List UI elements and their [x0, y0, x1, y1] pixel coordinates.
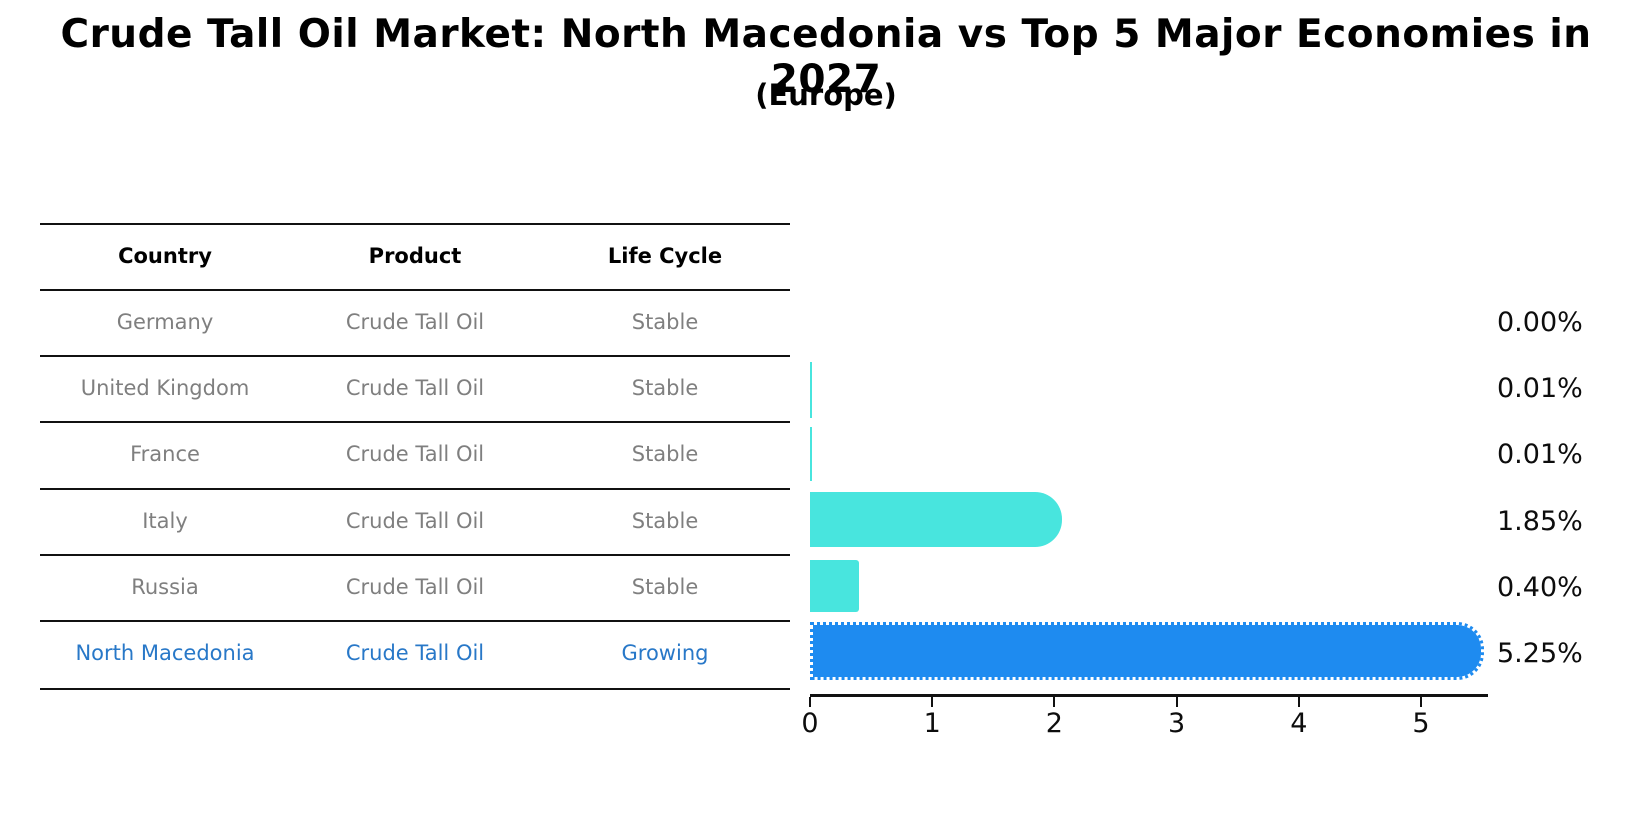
table-row-united-kingdom: United Kingdom Crude Tall Oil Stable [40, 355, 790, 421]
value-label-united-kingdom: 0.01% [1497, 372, 1583, 404]
tick-label: 4 [1290, 708, 1308, 739]
bar-north-macedonia [810, 622, 1484, 680]
tick-mark [931, 697, 934, 707]
value-label-germany: 0.00% [1497, 306, 1583, 338]
country-cell: Russia [131, 575, 199, 599]
life-cycle-cell: Growing [621, 641, 709, 665]
table-divider [40, 223, 790, 225]
bar-italy [810, 492, 1063, 547]
value-label-france: 0.01% [1497, 438, 1583, 470]
column-header-country: Country [118, 244, 212, 268]
column-header-life-cycle: Life Cycle [607, 244, 723, 268]
page-title: Crude Tall Oil Market: North Macedonia v… [60, 12, 1592, 102]
product-cell: Crude Tall Oil [345, 310, 485, 334]
life-cycle-cell: Stable [631, 310, 699, 334]
country-cell: Italy [142, 509, 188, 533]
bar-france [810, 427, 812, 481]
x-axis-ticks: 0 1 2 3 4 5 [801, 694, 1488, 754]
life-cycle-cell: Stable [631, 442, 699, 466]
life-cycle-cell: Stable [631, 509, 699, 533]
table-divider [40, 421, 790, 423]
tick-mark [1297, 697, 1300, 707]
table-row-russia: Russia Crude Tall Oil Stable [40, 554, 790, 620]
product-cell: Crude Tall Oil [345, 509, 485, 533]
country-cell: Germany [116, 310, 214, 334]
tick-label: 0 [801, 708, 819, 739]
product-cell: Crude Tall Oil [345, 442, 485, 466]
life-cycle-cell: Stable [631, 575, 699, 599]
bar-russia [810, 560, 859, 612]
tick-mark [1053, 697, 1056, 707]
table-divider [40, 355, 790, 357]
bar-united-kingdom [810, 362, 812, 418]
table-row-italy: Italy Crude Tall Oil Stable [40, 488, 790, 554]
table-divider [40, 488, 790, 490]
tick-mark [1175, 697, 1178, 707]
column-header-product: Product [368, 244, 462, 268]
product-cell: Crude Tall Oil [345, 575, 485, 599]
table-divider [40, 554, 790, 556]
tick-label: 5 [1412, 708, 1430, 739]
country-cell: North Macedonia [75, 641, 255, 665]
table-divider [40, 620, 790, 622]
table-divider [40, 688, 790, 690]
tick-label: 2 [1045, 708, 1063, 739]
page-subtitle: (Europe) [755, 78, 897, 112]
value-label-russia: 0.40% [1497, 571, 1583, 603]
product-cell: Crude Tall Oil [345, 641, 485, 665]
value-label-italy: 1.85% [1497, 505, 1583, 537]
table-row-north-macedonia: North Macedonia Crude Tall Oil Growing [40, 620, 790, 686]
life-cycle-cell: Stable [631, 376, 699, 400]
value-label-north-macedonia: 5.25% [1497, 637, 1583, 669]
table-header-row: Country Product Life Cycle [40, 223, 790, 289]
tick-label: 1 [923, 708, 941, 739]
tick-mark [1420, 697, 1422, 707]
tick-label: 3 [1168, 708, 1186, 739]
table-row-france: France Crude Tall Oil Stable [40, 421, 790, 487]
table-row-germany: Germany Crude Tall Oil Stable [40, 289, 790, 355]
country-cell: France [130, 442, 200, 466]
table-divider [40, 289, 790, 291]
tick-mark [809, 697, 811, 707]
product-cell: Crude Tall Oil [345, 376, 485, 400]
x-axis [810, 694, 1488, 697]
country-cell: United Kingdom [80, 376, 250, 400]
